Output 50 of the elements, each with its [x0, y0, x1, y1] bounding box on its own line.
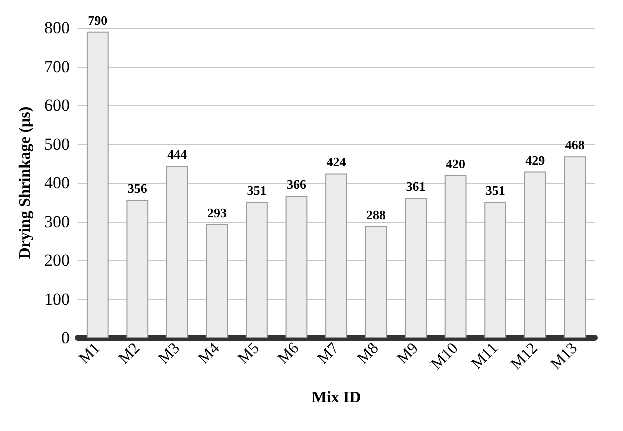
bar: [286, 196, 308, 338]
x-tick-label: M7: [314, 340, 343, 368]
x-tick-label: M13: [548, 340, 582, 374]
bar: [524, 172, 546, 338]
x-tick-label: M11: [468, 340, 502, 373]
data-label: 468: [565, 138, 586, 153]
y-tick-label: 800: [44, 18, 70, 38]
x-axis-title: Mix ID: [312, 390, 362, 406]
x-tick-label: M12: [508, 340, 542, 374]
x-tick-label: M1: [76, 340, 104, 368]
data-label: 366: [286, 177, 307, 192]
y-axis-title: Drying Shrinkage (µs): [17, 106, 34, 260]
x-tick-label: M4: [195, 340, 224, 368]
data-label: 444: [168, 146, 188, 162]
x-tick-label: M5: [235, 340, 263, 368]
x-tick-label: M6: [275, 340, 303, 368]
data-label: 361: [406, 179, 426, 194]
data-label: 790: [88, 12, 108, 28]
data-label: 424: [326, 154, 347, 170]
bar: [564, 156, 586, 338]
bar: [326, 174, 348, 338]
y-tick-label: 500: [44, 134, 70, 154]
data-label: 429: [526, 152, 546, 168]
y-tick-label: 0: [62, 328, 70, 348]
bar: [246, 202, 268, 338]
data-label: 293: [207, 205, 228, 220]
bar: [86, 32, 109, 338]
y-tick-label: 100: [44, 290, 70, 309]
data-label: 420: [446, 156, 466, 172]
x-tick-label: M8: [354, 340, 382, 368]
bar: [484, 202, 507, 338]
bar: [166, 166, 188, 338]
bar: [206, 224, 228, 338]
y-tick-label: 600: [44, 96, 70, 115]
data-label: 351: [486, 182, 506, 198]
bar: [405, 198, 427, 338]
y-tick-label: 400: [44, 174, 70, 192]
bar: [444, 175, 467, 338]
data-label: 288: [366, 207, 387, 222]
y-tick-label: 700: [44, 57, 70, 76]
y-tick-label: 300: [44, 212, 70, 232]
data-label: 356: [128, 181, 148, 196]
bar: [365, 226, 388, 338]
x-tick-label: M10: [428, 340, 462, 374]
y-tick-label: 200: [44, 251, 70, 270]
x-tick-label: M2: [116, 340, 144, 368]
x-tick-label: M3: [156, 340, 184, 368]
bar: [126, 200, 149, 338]
data-label: 351: [247, 182, 267, 198]
x-tick-label: M9: [394, 340, 422, 368]
